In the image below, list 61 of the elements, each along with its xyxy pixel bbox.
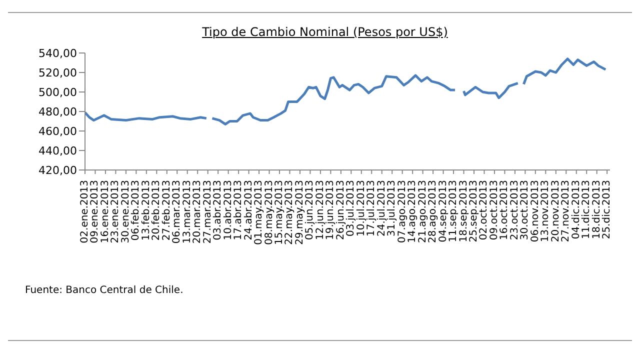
x-tick-label: 31.jul.2013 [386,180,398,236]
y-tick-label: 540,00 [38,46,77,60]
x-tick-label: 22.may.2013 [284,180,296,245]
x-tick-label: 06.nov.2013 [530,180,541,242]
x-tick-label: 23.oct.2013 [509,180,520,240]
y-tick-label: 500,00 [38,86,77,99]
x-tick-label: 21.ago.2013 [417,180,428,243]
x-tick-label: 11.dic.2013 [581,180,592,240]
y-tick-label: 420,00 [38,164,77,177]
x-tick-label: 18.sep.2013 [458,180,470,242]
x-tick-label: 27.feb.2013 [161,180,172,241]
x-tick-label: 25.sep.2013 [468,180,480,242]
x-tick-label: 15.may.2013 [274,180,285,245]
x-tick-label: 16.ene.2013 [100,180,111,244]
x-tick-label: 09.ene.2013 [90,180,101,244]
x-tick-label: 11.sep.2013 [448,180,460,242]
x-tick-label: 30.oct.2013 [520,180,531,240]
source-note: Fuente: Banco Central de Chile. [25,285,184,296]
y-tick-label: 520,00 [38,66,77,80]
x-tick-label: 27.nov.2013 [560,180,572,242]
x-tick-label: 24.jul.2013 [376,180,388,236]
x-tick-label: 10.abr.2013 [222,180,234,240]
x-tick-label: 07.ago.2013 [396,180,408,243]
x-tick-label: 20.mar.2013 [192,180,204,244]
x-tick-label: 20.feb.2013 [151,180,162,241]
x-tick-label: 06.mar.2013 [172,180,183,244]
x-tick-label: 16.oct.2013 [499,180,510,240]
x-tick-label: 24.abr.2013 [243,180,254,240]
x-tick-label: 02.ene.2013 [80,180,90,244]
y-tick-label: 480,00 [38,105,77,118]
x-tick-label: 02.oct.2013 [478,180,490,240]
x-tick-label: 13.nov.2013 [540,180,552,242]
x-tick-label: 12.jun.2013 [314,180,326,240]
x-tick-label: 06.feb.2013 [130,180,142,241]
x-tick-label: 09.oct.2013 [488,180,500,240]
x-tick-label: 03.abr.2013 [212,180,224,240]
x-tick-label: 23.ene.2013 [110,180,122,244]
x-tick-label: 04.sep.2013 [438,180,449,242]
chart-title: Tipo de Cambio Nominal (Pesos por US$) [201,25,449,39]
x-tick-label: 17.jul.2013 [366,180,378,236]
x-tick-label: 25.dic.2013 [602,180,613,240]
x-tick-label: 18.dic.2013 [591,180,602,240]
x-tick-label: 14.ago.2013 [407,180,418,243]
y-tick-label: 440,00 [38,144,77,158]
x-tick-label: 05.jun.2013 [304,180,316,240]
x-tick-label: 30.ene.2013 [120,180,132,244]
x-tick-label: 01.may.2013 [254,180,265,245]
x-tick-label: 19.jun.2013 [325,180,336,240]
x-tick-label: 10.jul.2013 [356,180,367,236]
x-tick-label: 03.jul.2013 [346,180,357,236]
x-tick-label: 28.ago.2013 [428,180,439,243]
x-tick-label: 04.dic.2013 [570,180,582,240]
x-tick-label: 13.mar.2013 [182,180,193,244]
x-tick-label: 13.feb.2013 [140,180,152,241]
x-tick-label: 17.abr.2013 [233,180,244,240]
x-tick-label: 08.may.2013 [264,180,275,245]
x-tick-label: 20.nov.2013 [550,180,562,242]
x-tick-label: 29.may.2013 [294,180,306,245]
y-tick-label: 460,00 [38,124,77,138]
x-tick-label: 27.mar.2013 [202,180,214,244]
x-tick-label: 26.jun.2013 [335,180,346,240]
